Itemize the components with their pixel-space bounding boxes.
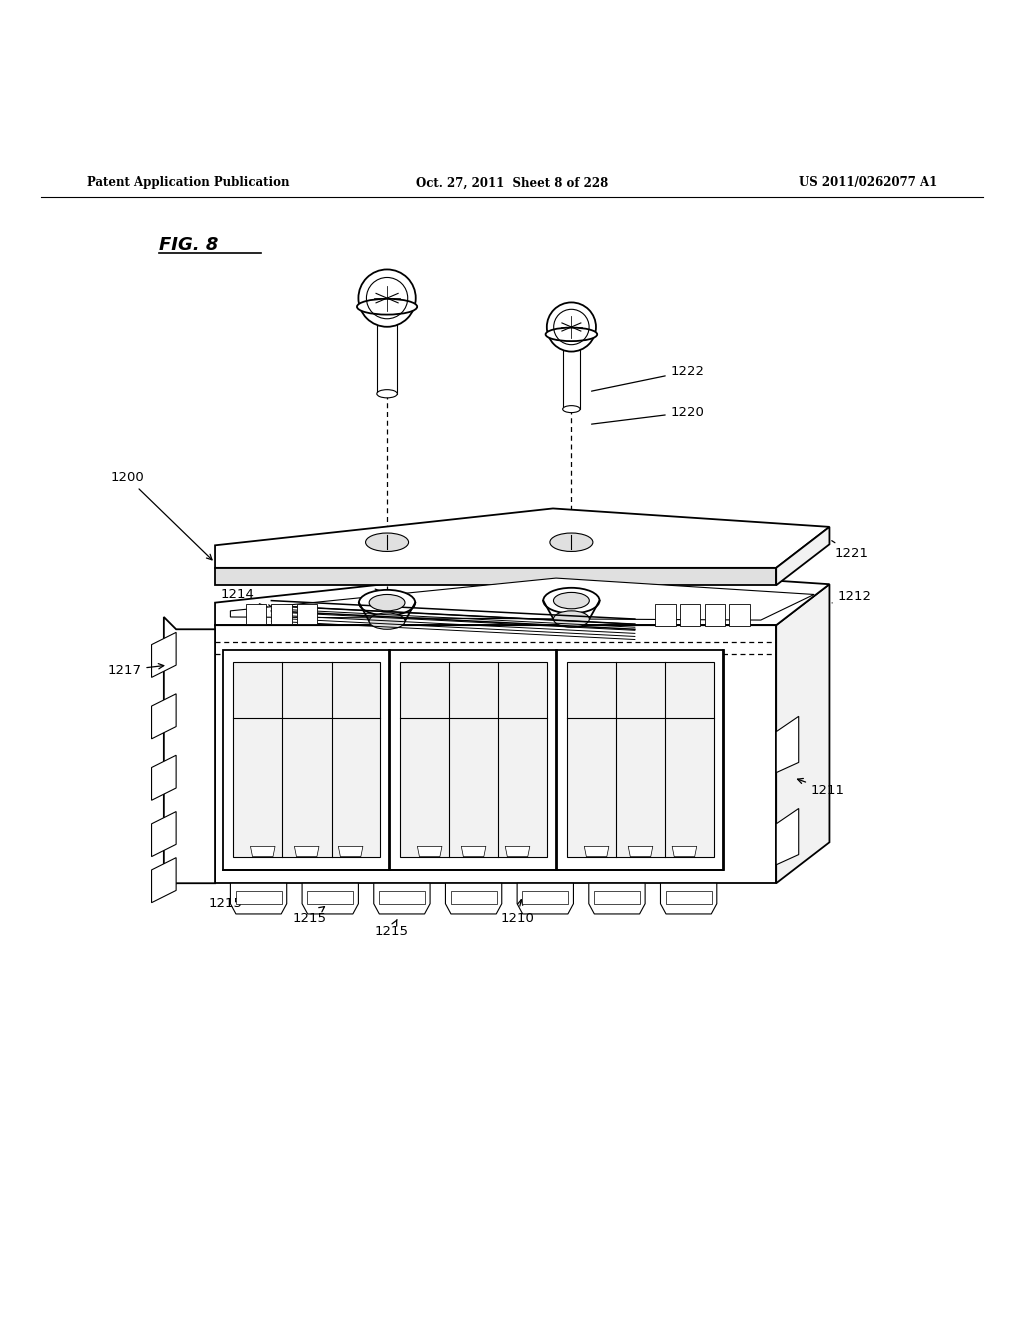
Polygon shape bbox=[302, 883, 358, 913]
Text: 1230: 1230 bbox=[336, 574, 403, 599]
Polygon shape bbox=[338, 846, 362, 857]
Polygon shape bbox=[152, 694, 176, 739]
Polygon shape bbox=[271, 603, 292, 624]
Polygon shape bbox=[517, 883, 573, 913]
Text: 1211: 1211 bbox=[798, 779, 845, 796]
Text: 1212: 1212 bbox=[833, 590, 871, 603]
Ellipse shape bbox=[546, 327, 597, 341]
Ellipse shape bbox=[366, 533, 409, 552]
Polygon shape bbox=[246, 603, 266, 624]
Polygon shape bbox=[233, 663, 380, 857]
Text: 1215: 1215 bbox=[292, 907, 327, 924]
Ellipse shape bbox=[554, 593, 590, 609]
Polygon shape bbox=[666, 891, 712, 904]
Polygon shape bbox=[377, 306, 397, 393]
Text: 1218: 1218 bbox=[664, 597, 697, 614]
Polygon shape bbox=[461, 846, 486, 857]
Text: Patent Application Publication: Patent Application Publication bbox=[87, 177, 290, 189]
Polygon shape bbox=[295, 846, 319, 857]
Text: 1220: 1220 bbox=[592, 405, 705, 424]
Polygon shape bbox=[215, 568, 776, 585]
Polygon shape bbox=[374, 883, 430, 913]
Ellipse shape bbox=[357, 298, 417, 314]
Ellipse shape bbox=[369, 612, 406, 630]
Text: 1215: 1215 bbox=[208, 892, 250, 911]
Ellipse shape bbox=[554, 611, 590, 627]
Polygon shape bbox=[776, 585, 829, 883]
Polygon shape bbox=[223, 649, 390, 870]
Polygon shape bbox=[236, 891, 282, 904]
Text: US 2011/0262077 A1: US 2011/0262077 A1 bbox=[799, 177, 937, 189]
Polygon shape bbox=[230, 578, 814, 620]
Polygon shape bbox=[672, 846, 696, 857]
Polygon shape bbox=[776, 808, 799, 865]
Polygon shape bbox=[776, 527, 829, 585]
Text: Oct. 27, 2011  Sheet 8 of 228: Oct. 27, 2011 Sheet 8 of 228 bbox=[416, 177, 608, 189]
Polygon shape bbox=[776, 717, 799, 772]
Text: 1210: 1210 bbox=[500, 900, 535, 924]
Polygon shape bbox=[152, 812, 176, 857]
Polygon shape bbox=[152, 632, 176, 677]
Polygon shape bbox=[589, 883, 645, 913]
Polygon shape bbox=[230, 883, 287, 913]
Text: 1200: 1200 bbox=[111, 471, 212, 560]
Polygon shape bbox=[451, 891, 497, 904]
Polygon shape bbox=[152, 755, 176, 800]
Polygon shape bbox=[660, 883, 717, 913]
Circle shape bbox=[358, 269, 416, 327]
Polygon shape bbox=[729, 603, 750, 626]
Polygon shape bbox=[585, 846, 609, 857]
Circle shape bbox=[547, 302, 596, 351]
Polygon shape bbox=[629, 846, 653, 857]
Polygon shape bbox=[557, 649, 724, 870]
Text: 1215: 1215 bbox=[374, 920, 409, 937]
Text: 1214: 1214 bbox=[220, 587, 272, 610]
Polygon shape bbox=[400, 663, 547, 857]
Polygon shape bbox=[215, 566, 829, 626]
Ellipse shape bbox=[563, 405, 580, 413]
Text: 1217: 1217 bbox=[108, 664, 164, 677]
Polygon shape bbox=[390, 649, 557, 870]
Polygon shape bbox=[567, 663, 714, 857]
Ellipse shape bbox=[377, 389, 397, 397]
Polygon shape bbox=[418, 846, 442, 857]
Polygon shape bbox=[215, 626, 776, 883]
Ellipse shape bbox=[544, 587, 600, 614]
Polygon shape bbox=[215, 508, 829, 568]
Polygon shape bbox=[445, 883, 502, 913]
Polygon shape bbox=[297, 603, 317, 624]
Polygon shape bbox=[505, 846, 529, 857]
Text: 1222: 1222 bbox=[592, 364, 705, 391]
Polygon shape bbox=[563, 334, 580, 409]
Polygon shape bbox=[164, 616, 215, 895]
Ellipse shape bbox=[369, 594, 406, 611]
Polygon shape bbox=[705, 603, 725, 626]
Polygon shape bbox=[680, 603, 700, 626]
Text: 1221: 1221 bbox=[831, 541, 868, 560]
Polygon shape bbox=[251, 846, 275, 857]
Ellipse shape bbox=[550, 533, 593, 552]
Polygon shape bbox=[307, 891, 353, 904]
Polygon shape bbox=[594, 891, 640, 904]
Polygon shape bbox=[379, 891, 425, 904]
Polygon shape bbox=[522, 891, 568, 904]
Text: FIG. 8: FIG. 8 bbox=[159, 236, 218, 255]
Polygon shape bbox=[655, 603, 676, 626]
Ellipse shape bbox=[358, 590, 416, 615]
Polygon shape bbox=[152, 858, 176, 903]
